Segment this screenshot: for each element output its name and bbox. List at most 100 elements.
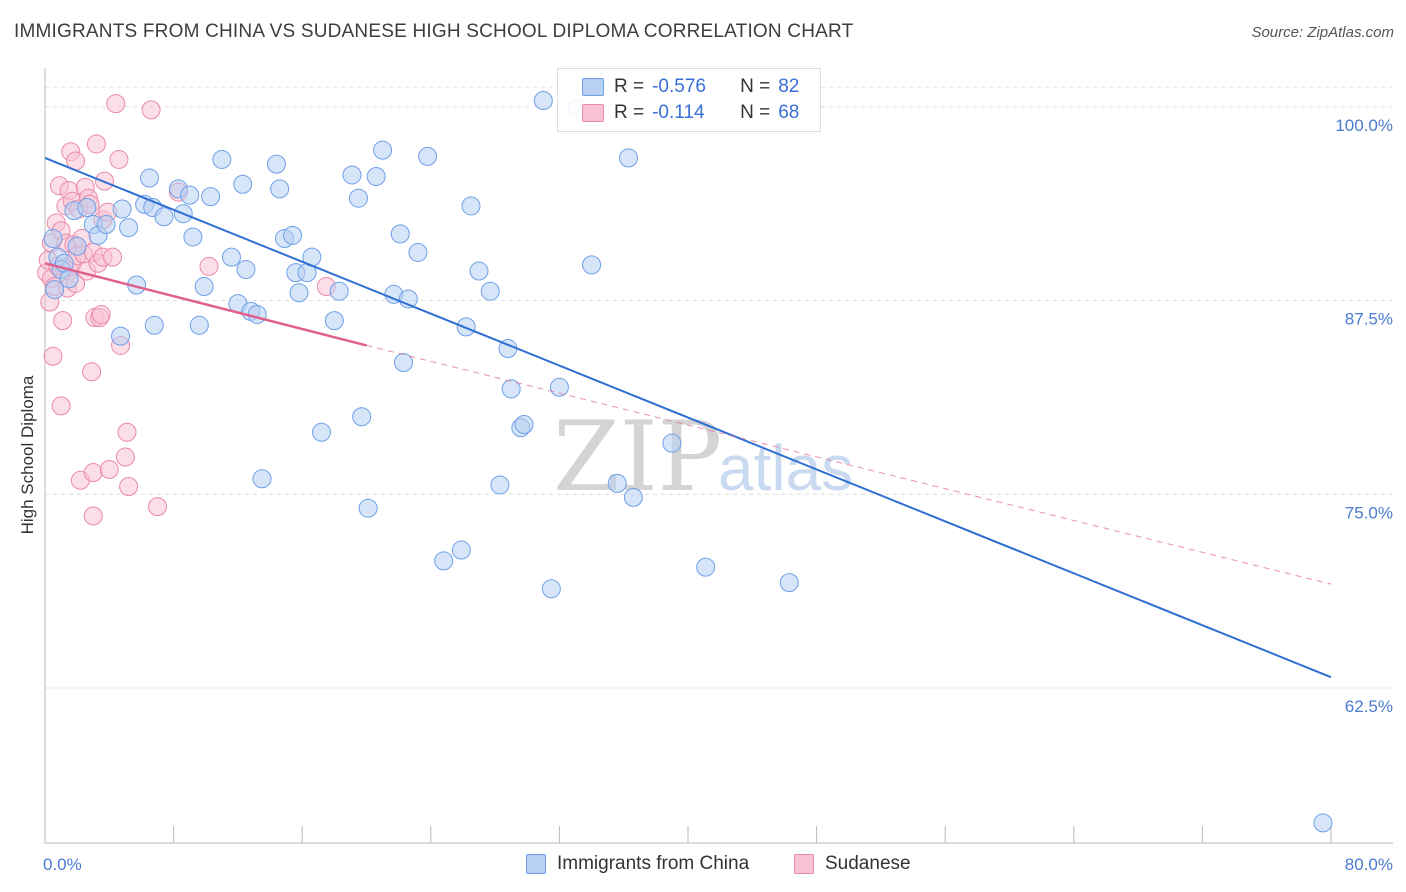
sudanese-point xyxy=(82,362,102,382)
sudanese-point xyxy=(43,346,63,366)
china-point xyxy=(329,281,349,301)
bottom-legend-sudanese[interactable]: Sudanese xyxy=(794,852,911,876)
china-point xyxy=(393,353,413,372)
china-point xyxy=(189,315,209,335)
y-tick-label: 100.0% xyxy=(1335,116,1393,135)
china-point xyxy=(154,207,174,227)
china-point xyxy=(461,196,481,216)
china-point xyxy=(45,280,65,300)
sudanese-point xyxy=(83,463,103,483)
x-tick-label: 0.0% xyxy=(43,855,82,874)
x-tick-labels: 0.0% 80.0% xyxy=(43,855,1393,874)
sudanese-point xyxy=(106,94,126,114)
china-point xyxy=(270,179,290,199)
china-point xyxy=(119,218,139,238)
china-point xyxy=(194,277,214,297)
legend-r-label: R = xyxy=(614,102,645,123)
series-china-points xyxy=(43,91,1333,833)
china-point xyxy=(236,260,256,279)
china-point xyxy=(180,185,200,205)
china-point xyxy=(247,304,267,324)
china-point xyxy=(501,379,521,399)
china-point xyxy=(607,473,627,493)
bottom-legend-swatch-china xyxy=(526,854,546,874)
china-point xyxy=(348,188,368,208)
trend-lines xyxy=(44,156,1332,679)
china-point xyxy=(408,242,428,262)
china-point xyxy=(252,469,272,489)
china-point xyxy=(514,415,534,434)
china-point xyxy=(266,154,286,174)
china-point xyxy=(373,140,393,160)
legend-r-value: -0.114 xyxy=(652,102,705,123)
china-point xyxy=(43,229,63,248)
legend-r-value: -0.576 xyxy=(652,76,706,97)
sudanese-point xyxy=(119,477,139,496)
legend-n-value: 68 xyxy=(778,102,800,123)
china-point xyxy=(311,422,331,442)
trend-line-sudanese xyxy=(44,262,367,347)
sudanese-point xyxy=(51,396,71,416)
china-point xyxy=(469,261,489,281)
china-point xyxy=(139,168,159,188)
china-point xyxy=(623,487,643,507)
chart-source: Source: ZipAtlas.com xyxy=(1251,24,1394,41)
china-point xyxy=(111,326,131,346)
legend-n-label: N = xyxy=(740,76,771,97)
china-point xyxy=(533,91,553,111)
sudanese-point xyxy=(103,247,123,267)
china-point xyxy=(283,225,303,245)
china-point xyxy=(352,407,372,427)
china-point xyxy=(662,433,682,453)
china-point xyxy=(212,149,232,169)
china-point xyxy=(779,573,799,593)
sudanese-point xyxy=(117,422,137,442)
watermark: ZIP atlas xyxy=(553,401,853,513)
china-point xyxy=(233,174,253,194)
china-point xyxy=(112,199,132,219)
china-point xyxy=(183,227,203,247)
china-point xyxy=(418,146,438,166)
sudanese-point xyxy=(99,459,119,479)
legend-n-value: 82 xyxy=(778,76,800,97)
legend-row-sudanese: R = -0.114 N = 68 xyxy=(582,101,799,125)
china-point xyxy=(541,579,561,599)
sudanese-point xyxy=(141,100,161,120)
china-point xyxy=(390,224,410,244)
sudanese-point xyxy=(199,256,219,276)
y-tick-labels: 100.0% 87.5% 75.0% 62.5% xyxy=(1335,116,1393,716)
sudanese-point xyxy=(148,497,168,517)
sudanese-point xyxy=(109,149,129,169)
correlation-legend: R = -0.576 N = 82 R = -0.114 N = 68 xyxy=(557,68,821,132)
china-point xyxy=(456,317,476,337)
china-point xyxy=(324,311,344,331)
china-point xyxy=(582,255,602,275)
china-point xyxy=(1313,813,1333,833)
china-point xyxy=(96,215,116,235)
china-point xyxy=(358,498,378,518)
x-tick-label: 80.0% xyxy=(1345,855,1393,874)
chart-title: IMMIGRANTS FROM CHINA VS SUDANESE HIGH S… xyxy=(14,21,854,42)
legend-row-china: R = -0.576 N = 82 xyxy=(582,75,799,99)
china-point xyxy=(434,551,454,571)
china-point xyxy=(59,269,79,289)
china-point xyxy=(67,236,87,256)
china-point xyxy=(549,377,569,397)
legend-r-label: R = xyxy=(614,76,645,97)
y-tick-label: 62.5% xyxy=(1345,697,1393,716)
bottom-legend-china[interactable]: Immigrants from China xyxy=(526,852,749,876)
legend-swatch-sudanese xyxy=(582,104,604,122)
bottom-legend-label-sudanese: Sudanese xyxy=(825,853,911,874)
sudanese-point xyxy=(86,134,106,154)
china-point xyxy=(480,281,500,301)
legend-swatch-china xyxy=(582,78,604,96)
trend-line-china xyxy=(44,156,1332,679)
sudanese-point xyxy=(115,447,135,467)
china-point xyxy=(77,198,97,217)
china-point xyxy=(342,165,362,185)
china-point xyxy=(696,557,716,577)
watermark-atlas: atlas xyxy=(718,432,853,504)
sudanese-point xyxy=(83,506,103,526)
sudanese-point xyxy=(53,311,73,331)
